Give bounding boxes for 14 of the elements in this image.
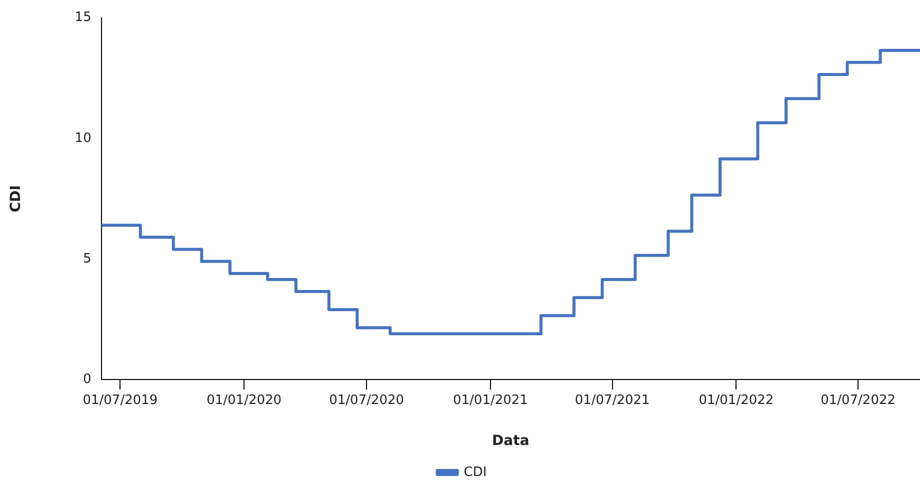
x-axis-title: Data: [492, 433, 530, 450]
x-tick-label: 01/01/2022: [698, 392, 774, 408]
y-tick-label: 15: [74, 10, 92, 26]
x-tick-label: 01/07/2021: [574, 392, 650, 408]
y-tick-label: 10: [74, 130, 92, 146]
y-tick-label: 5: [83, 251, 92, 266]
x-tick-label: 01/07/2020: [329, 392, 404, 408]
legend-label: CDI: [464, 464, 487, 480]
x-tick-label: 01/01/2020: [206, 392, 282, 408]
y-tick-label: 0: [83, 372, 92, 387]
x-tick-label: 01/01/2021: [453, 392, 528, 408]
x-tick-label: 01/07/2022: [820, 392, 896, 408]
x-tick-label: 01/07/2019: [82, 392, 158, 408]
y-axis-title: CDI: [8, 185, 24, 212]
